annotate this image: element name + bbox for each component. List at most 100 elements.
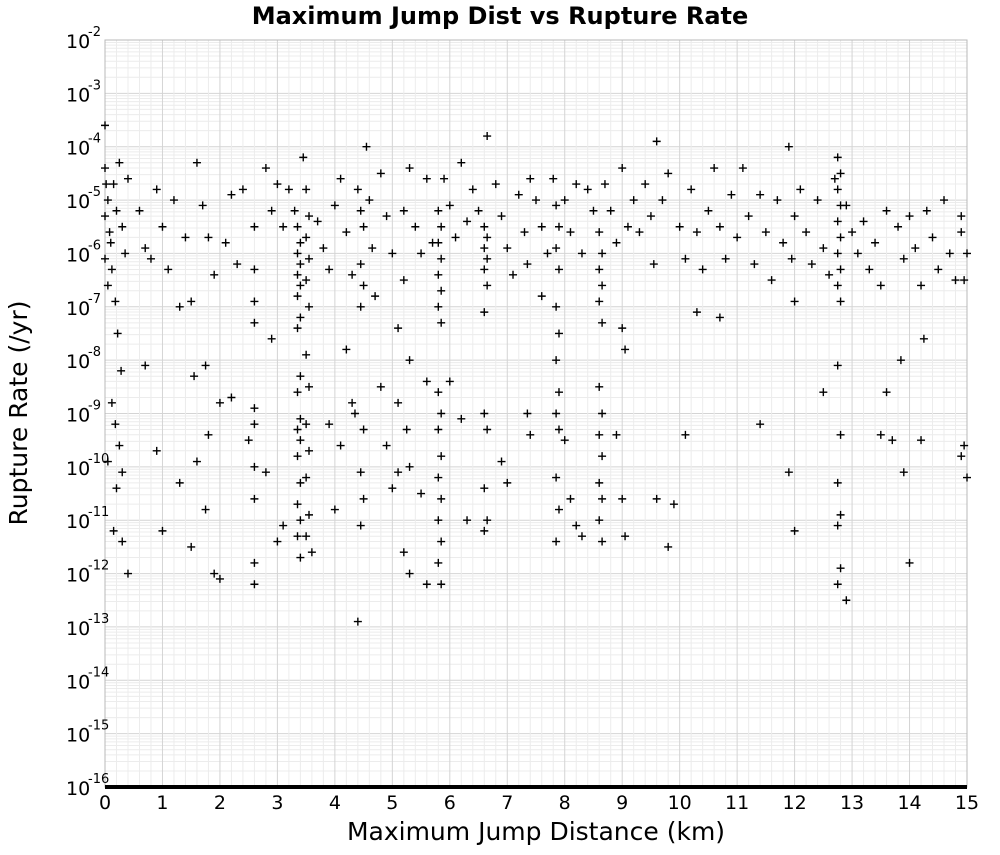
data-point: [738, 164, 747, 173]
data-point: [483, 132, 492, 141]
data-point: [836, 297, 845, 306]
y-tick-base: 10: [66, 458, 90, 480]
data-point: [204, 430, 213, 439]
y-tick-base: 10: [66, 351, 90, 373]
data-point: [411, 222, 420, 231]
data-point: [833, 478, 842, 487]
data-point: [250, 265, 259, 274]
data-point: [365, 196, 374, 205]
data-point: [356, 206, 365, 215]
data-point: [123, 569, 132, 578]
data-point: [532, 196, 540, 205]
data-point: [146, 254, 155, 263]
data-point: [388, 249, 397, 258]
data-point: [552, 356, 561, 365]
data-point: [121, 249, 130, 258]
y-tick-base: 10: [66, 138, 90, 160]
data-point: [158, 222, 167, 231]
data-point: [293, 500, 302, 509]
y-tick-base: 10: [66, 725, 90, 747]
y-tick-labels: 10-210-310-410-510-610-710-810-910-1010-…: [66, 25, 109, 800]
data-point: [552, 201, 561, 210]
data-point: [836, 233, 845, 242]
data-point: [302, 185, 311, 194]
data-point: [293, 249, 302, 258]
data-point: [480, 526, 489, 535]
data-point: [238, 185, 247, 194]
data-point: [664, 542, 673, 551]
data-point: [842, 596, 851, 605]
data-point: [621, 532, 630, 541]
data-point: [945, 249, 954, 258]
data-point: [756, 190, 765, 199]
data-point: [152, 446, 161, 455]
data-point: [117, 366, 126, 375]
data-point: [658, 196, 667, 205]
data-point: [664, 169, 673, 178]
x-tick-label: 9: [616, 792, 628, 814]
data-point: [652, 494, 661, 503]
data-point: [787, 254, 796, 263]
data-point: [807, 260, 816, 269]
data-point: [523, 260, 532, 269]
data-point: [296, 281, 305, 290]
data-point: [560, 196, 569, 205]
y-tick-base: 10: [66, 671, 90, 693]
x-tick-label: 8: [559, 792, 571, 814]
data-point: [520, 228, 529, 237]
data-point: [963, 473, 971, 482]
data-point: [103, 196, 112, 205]
data-point: [833, 580, 842, 589]
data-point: [103, 457, 112, 466]
data-point: [192, 457, 201, 466]
data-point: [164, 265, 173, 274]
data-point: [554, 222, 563, 231]
data-point: [595, 478, 604, 487]
data-point: [833, 281, 842, 290]
x-tick-label: 11: [725, 792, 749, 814]
data-point: [405, 356, 414, 365]
data-point: [595, 382, 604, 391]
y-tick-exponent: -13: [88, 612, 109, 627]
data-point: [290, 206, 299, 215]
data-point: [359, 222, 368, 231]
data-point: [105, 228, 114, 237]
x-tick-labels: 0 1 2 3 4 5 6 7 8 9 10 11 12 13 14 15: [99, 792, 979, 814]
data-point: [796, 185, 805, 194]
data-point: [960, 441, 969, 450]
data-point: [356, 521, 365, 530]
data-point: [899, 254, 908, 263]
grid-layer: [104, 40, 968, 788]
data-point: [394, 398, 403, 407]
data-point: [825, 270, 834, 279]
data-point: [302, 276, 311, 285]
data-point: [463, 516, 472, 525]
data-point: [836, 265, 845, 274]
data-point: [595, 516, 604, 525]
x-axis-title: Maximum Jump Distance (km): [347, 817, 725, 846]
data-point: [434, 516, 443, 525]
y-tick-label: 10-14: [66, 665, 109, 693]
data-point: [215, 574, 224, 583]
data-point: [790, 212, 799, 221]
data-point: [293, 452, 302, 461]
data-point: [307, 548, 316, 557]
data-point: [836, 430, 845, 439]
data-point: [111, 297, 120, 306]
data-point: [554, 425, 563, 434]
data-point: [112, 484, 121, 493]
data-point: [135, 206, 144, 215]
y-tick-label: 10-6: [66, 238, 101, 266]
y-tick-label: 10-4: [66, 132, 101, 160]
y-tick-label: 10-9: [66, 399, 101, 427]
data-point: [552, 409, 561, 418]
data-point: [819, 244, 828, 253]
data-point: [250, 558, 259, 567]
data-point: [566, 494, 575, 503]
data-point: [483, 254, 492, 263]
data-point: [790, 526, 799, 535]
data-point: [279, 521, 288, 530]
data-point: [710, 164, 719, 173]
data-point: [483, 425, 492, 434]
